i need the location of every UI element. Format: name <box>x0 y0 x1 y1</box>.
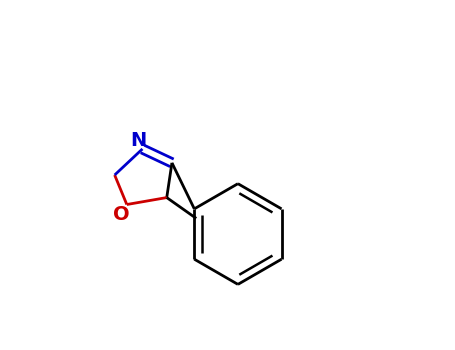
Text: O: O <box>113 205 130 224</box>
Text: N: N <box>130 131 147 150</box>
